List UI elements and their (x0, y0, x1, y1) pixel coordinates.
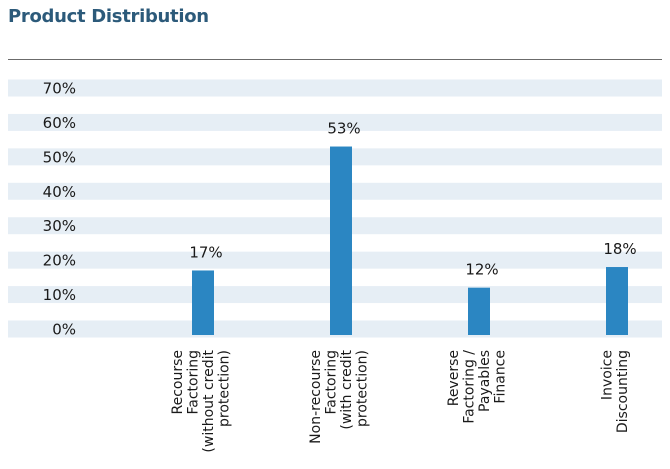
title-divider (8, 59, 662, 60)
x-category-label-line: Non-recourse (308, 350, 324, 444)
y-tick-label: 30% (43, 217, 76, 235)
x-category-label-line: (without credit (201, 350, 217, 453)
x-category-label-line: Finance (492, 350, 508, 404)
x-category-label: Invoice Discounting (599, 350, 631, 433)
grid-band (8, 113, 662, 131)
x-category-label-line: Factoring (185, 350, 201, 415)
y-tick-label: 10% (43, 286, 76, 304)
bar (468, 287, 490, 335)
chart-title: Product Distribution (8, 6, 209, 27)
x-category-label-line: Reverse (446, 350, 462, 406)
data-label: 12% (465, 261, 498, 279)
y-tick-label: 0% (52, 321, 76, 339)
x-category-label-line: (with credit (339, 349, 355, 429)
x-category-label-line: Payables (477, 350, 493, 412)
x-category-label-line: protection) (354, 350, 370, 427)
x-category-label-line: Invoice (599, 350, 615, 400)
x-category-label-line: protection) (216, 350, 232, 427)
x-category-label: Reverse Factoring / Payables Finance (446, 350, 509, 424)
grid-band (8, 79, 662, 97)
y-tick-label: 70% (43, 80, 76, 98)
bar (330, 146, 352, 335)
x-category-label: Recourse Factoring (without credit protecti… (170, 350, 233, 453)
y-tick-label: 20% (43, 252, 76, 270)
bar (192, 270, 214, 335)
x-category-label-line: Factoring (323, 350, 339, 415)
y-tick-label: 40% (43, 183, 76, 201)
y-tick-label: 60% (43, 114, 76, 132)
y-tick-label: 50% (43, 148, 76, 166)
data-label: 17% (189, 243, 222, 261)
data-label: 18% (603, 240, 636, 258)
x-category-label-line: Factoring / (461, 350, 477, 424)
x-category-label-line: Discounting (615, 350, 631, 433)
x-category-label-line: Recourse (170, 350, 186, 415)
x-category-label: Non-recourse Factoring (with credit protect… (308, 349, 371, 443)
bar (606, 267, 628, 335)
data-label: 53% (327, 120, 360, 138)
